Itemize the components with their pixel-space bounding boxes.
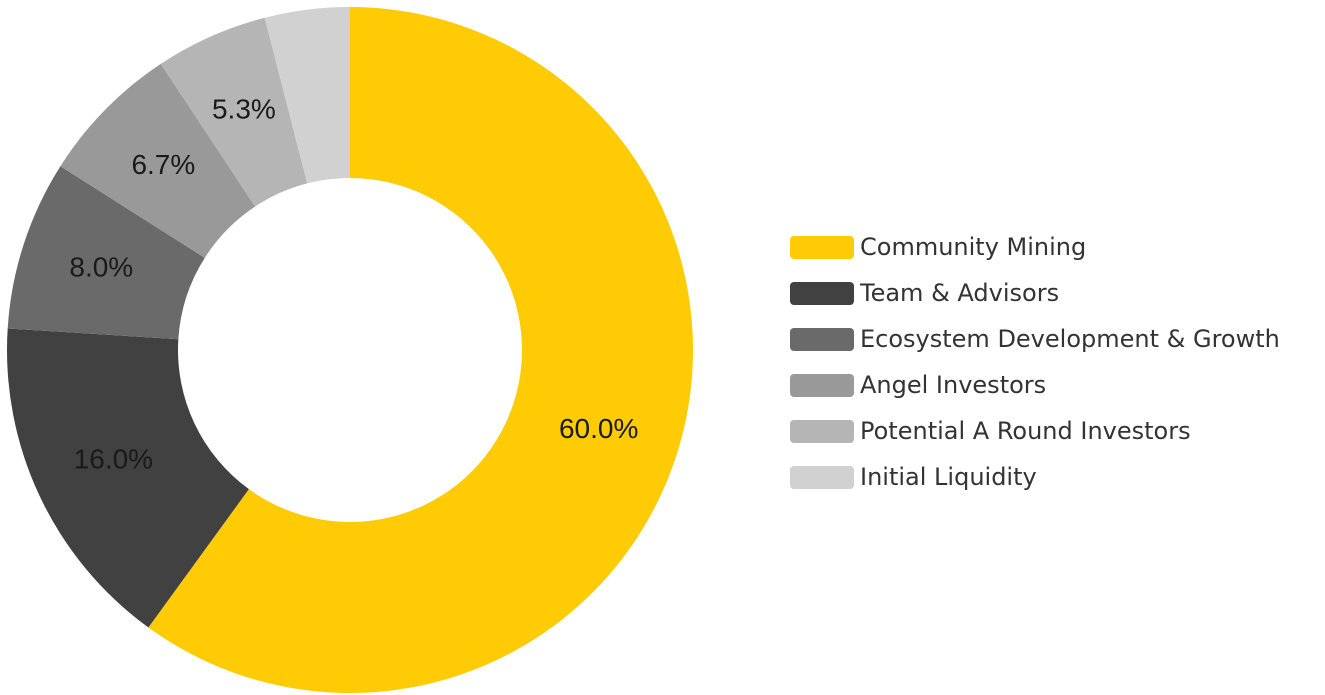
data-label-community-mining: 60.0% — [559, 413, 638, 444]
data-label-ecosystem-development-growth: 8.0% — [69, 252, 133, 283]
legend-swatch — [790, 419, 854, 443]
data-label-angel-investors: 6.7% — [131, 149, 195, 180]
legend-label: Community Mining — [860, 233, 1087, 261]
legend-swatch — [790, 235, 854, 259]
data-label-potential-a-round-investors: 5.3% — [212, 93, 276, 124]
slice-team-advisors — [6, 328, 249, 628]
legend-label: Ecosystem Development & Growth — [860, 325, 1280, 353]
legend-swatch — [790, 281, 854, 305]
legend-label: Team & Advisors — [860, 279, 1060, 307]
slice-potential-a-round-investors — [160, 17, 308, 207]
slice-initial-liquidity — [264, 7, 350, 184]
legend-swatch — [790, 465, 854, 489]
slice-angel-investors — [60, 63, 256, 258]
legend-label: Initial Liquidity — [860, 463, 1037, 491]
legend-item: Team & Advisors — [790, 270, 1280, 316]
legend-label: Potential A Round Investors — [860, 417, 1191, 445]
legend-swatch — [790, 327, 854, 351]
slice-community-mining — [148, 7, 693, 693]
legend-item: Community Mining — [790, 224, 1280, 270]
legend-swatch — [790, 373, 854, 397]
legend-item: Ecosystem Development & Growth — [790, 316, 1280, 362]
donut-chart: 60.0% 16.0% 8.0% 6.7% 5.3% — [6, 7, 693, 693]
legend-item: Angel Investors — [790, 362, 1280, 408]
legend-label: Angel Investors — [860, 371, 1047, 399]
legend-item: Potential A Round Investors — [790, 408, 1280, 454]
slice-ecosystem-development-growth — [7, 166, 205, 340]
chart-legend: Community Mining Team & Advisors Ecosystem… — [790, 224, 1280, 500]
legend-item: Initial Liquidity — [790, 454, 1280, 500]
data-label-team-advisors: 16.0% — [74, 444, 153, 475]
